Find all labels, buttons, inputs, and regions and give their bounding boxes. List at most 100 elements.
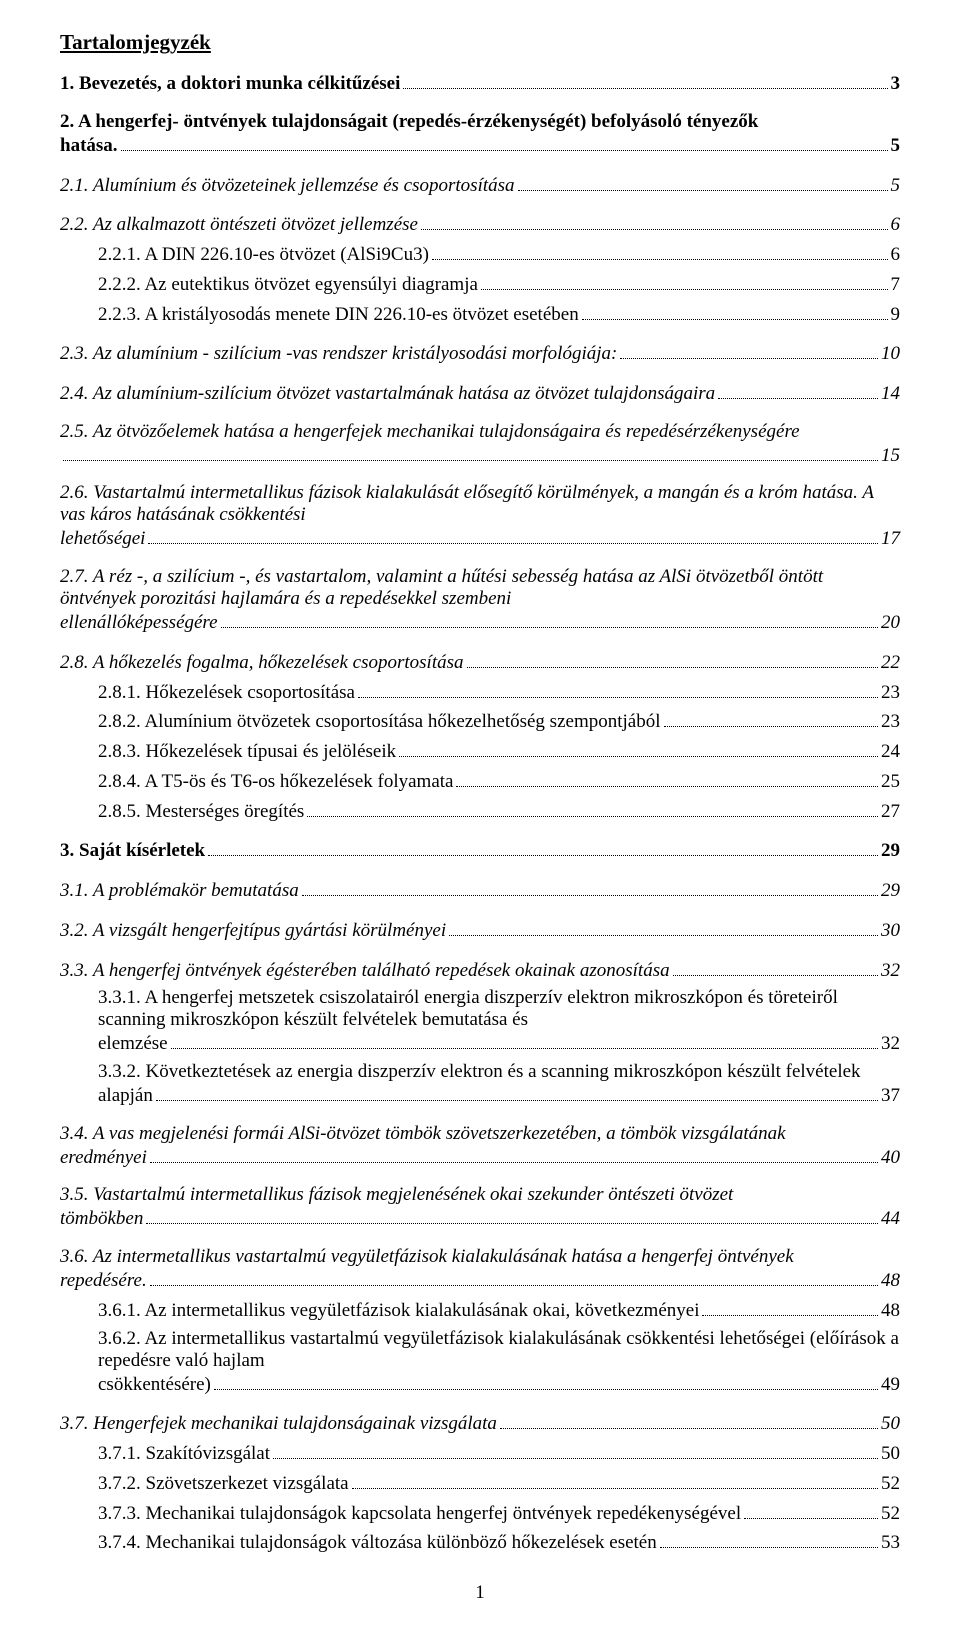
toc-leader [146,1206,878,1224]
toc-entry: 2.6. Vastartalmú intermetallikus fázisok… [60,482,900,552]
toc-leader [171,1031,878,1049]
toc-page: 6 [891,242,901,268]
toc-entry-text: 2.3. Az alumínium - szilícium -vas rends… [60,341,617,367]
toc-entry-text: 1. Bevezetés, a doktori munka célkitűzés… [60,71,400,97]
toc-leader [307,798,878,816]
toc-page: 50 [881,1441,900,1467]
toc-leader [702,1298,878,1316]
toc-leader [208,838,878,856]
toc-page: 17 [881,526,900,552]
toc-leader [399,739,878,757]
toc-entry: 3.6.2. Az intermetallikus vastartalmú ve… [60,1328,900,1398]
toc-entry: 2.8.5. Mesterséges öregítés 27 [60,798,900,824]
toc-leader [660,1530,878,1548]
toc-entry-text-tail: alapján [98,1083,153,1109]
toc-leader [481,272,888,290]
toc-entry-text: 3.6. Az intermetallikus vastartalmú vegy… [60,1246,794,1267]
toc-page: 53 [881,1530,900,1556]
toc-entry-text: 3.7.2. Szövetszerkezet vizsgálata [98,1471,349,1497]
toc-entry: 2. A hengerfej- öntvények tulajdonságait… [60,111,900,159]
toc-leader [467,650,878,668]
toc-entry: 2.7. A réz -, a szilícium -, és vastarta… [60,566,900,636]
toc-entry-text: 2.6. Vastartalmú intermetallikus fázisok… [60,482,874,525]
page-number: 1 [60,1582,900,1604]
toc-leader [456,769,878,787]
toc-entry: 3. Saját kísérletek 29 [60,838,900,864]
toc-page: 48 [881,1298,900,1324]
toc-entry: 3.3. A hengerfej öntvények égésterében t… [60,957,900,983]
toc-page: 23 [881,709,900,735]
toc-leader [302,878,878,896]
toc-entry-text: 2.2.3. A kristályosodás menete DIN 226.1… [98,302,579,328]
toc-entry: 3.7.1. Szakítóvizsgálat 50 [60,1441,900,1467]
toc-entry-text: 2.8.5. Mesterséges öregítés [98,799,304,825]
toc-entry-text: 3.3. A hengerfej öntvények égésterében t… [60,958,670,984]
toc-entry-text: 2.1. Alumínium és ötvözeteinek jellemzés… [60,173,515,199]
toc-leader [421,212,888,230]
toc-entry-text-tail: lehetőségei [60,526,145,552]
toc-leader [358,680,878,698]
toc-entry: 2.8.1. Hőkezelések csoportosítása 23 [60,680,900,706]
toc-entry: 3.7.4. Mechanikai tulajdonságok változás… [60,1530,900,1556]
toc-entry: 3.4. A vas megjelenési formái AlSi-ötvöz… [60,1123,900,1171]
toc-entry: 3.5. Vastartalmú intermetallikus fázisok… [60,1184,900,1232]
toc-entry-text: 3.7.4. Mechanikai tulajdonságok változás… [98,1530,657,1556]
toc-page: 5 [891,173,901,199]
toc-entry: 2.2.2. Az eutektikus ötvözet egyensúlyi … [60,272,900,298]
toc-entry: 3.6.1. Az intermetallikus vegyületfáziso… [60,1298,900,1324]
toc-leader [148,526,878,544]
toc-entry: 3.1. A problémakör bemutatása 29 [60,878,900,904]
toc-entry-text: 3.5. Vastartalmú intermetallikus fázisok… [60,1184,733,1205]
toc-entry: 2.8.4. A T5-ös és T6-os hőkezelések foly… [60,769,900,795]
toc-entry: 2.8. A hőkezelés fogalma, hőkezelések cs… [60,650,900,676]
toc-page: 52 [881,1471,900,1497]
toc-page: 29 [881,838,900,864]
toc-page: 48 [881,1268,900,1294]
toc-entry: 3.3.2. Következtetések az energia diszpe… [60,1061,900,1109]
toc-page: 3 [891,71,901,97]
toc-entry: 3.6. Az intermetallikus vastartalmú vegy… [60,1246,900,1294]
toc-entry-text: 2.8.2. Alumínium ötvözetek csoportosítás… [98,709,661,735]
toc-entry: 2.2. Az alkalmazott öntészeti ötvözet je… [60,212,900,238]
toc-page: 10 [881,341,900,367]
toc-page: 14 [881,381,900,407]
toc-entry-text: 3.6.2. Az intermetallikus vastartalmú ve… [98,1328,899,1371]
toc-entry-text: 2. A hengerfej- öntvények tulajdonságait… [60,111,758,132]
toc-leader [518,172,888,190]
toc-entry: 2.4. Az alumínium-szilícium ötvözet vast… [60,381,900,407]
toc-entry-text: 3.7.3. Mechanikai tulajdonságok kapcsola… [98,1501,741,1527]
toc-entry-text: 2.7. A réz -, a szilícium -, és vastarta… [60,566,823,609]
toc-entry-text: 3.3.2. Következtetések az energia diszpe… [98,1061,861,1082]
toc-page: 22 [881,650,900,676]
toc-title: Tartalomjegyzék [60,30,900,55]
toc-page: 29 [881,878,900,904]
toc-leader [150,1268,878,1286]
toc-entry-text: 2.2.1. A DIN 226.10-es ötvözet (AlSi9Cu3… [98,242,429,268]
toc-page: 24 [881,739,900,765]
toc-entry-text: 2.5. Az ötvözőelemek hatása a hengerfeje… [60,421,900,443]
toc-entry-text: 2.8.4. A T5-ös és T6-os hőkezelések foly… [98,769,453,795]
toc-page: 9 [891,302,901,328]
toc-leader [718,381,878,399]
toc-leader [673,957,878,975]
toc-entry-text-tail: tömbökben [60,1206,143,1232]
toc-entry-text: 2.4. Az alumínium-szilícium ötvözet vast… [60,381,715,407]
toc-leader [403,71,887,89]
toc-leader [221,610,878,628]
toc-entry-text: 3.4. A vas megjelenési formái AlSi-ötvöz… [60,1123,786,1144]
toc-page: 27 [881,799,900,825]
toc-entry-text-tail: eredményei [60,1145,147,1171]
toc-leader [352,1471,878,1489]
toc-leader [500,1411,878,1429]
toc-entry-text: 3. Saját kísérletek [60,838,205,864]
toc-page: 7 [891,272,901,298]
toc-container: 1. Bevezetés, a doktori munka célkitűzés… [60,71,900,1556]
toc-leader [121,133,888,151]
toc-entry: 2.2.3. A kristályosodás menete DIN 226.1… [60,301,900,327]
toc-page: 52 [881,1501,900,1527]
toc-entry: 3.7.2. Szövetszerkezet vizsgálata 52 [60,1471,900,1497]
toc-page: 49 [881,1372,900,1398]
toc-entry-text: 3.2. A vizsgált hengerfejtípus gyártási … [60,918,446,944]
toc-entry-text: 2.2. Az alkalmazott öntészeti ötvözet je… [60,212,418,238]
toc-leader [582,301,888,319]
